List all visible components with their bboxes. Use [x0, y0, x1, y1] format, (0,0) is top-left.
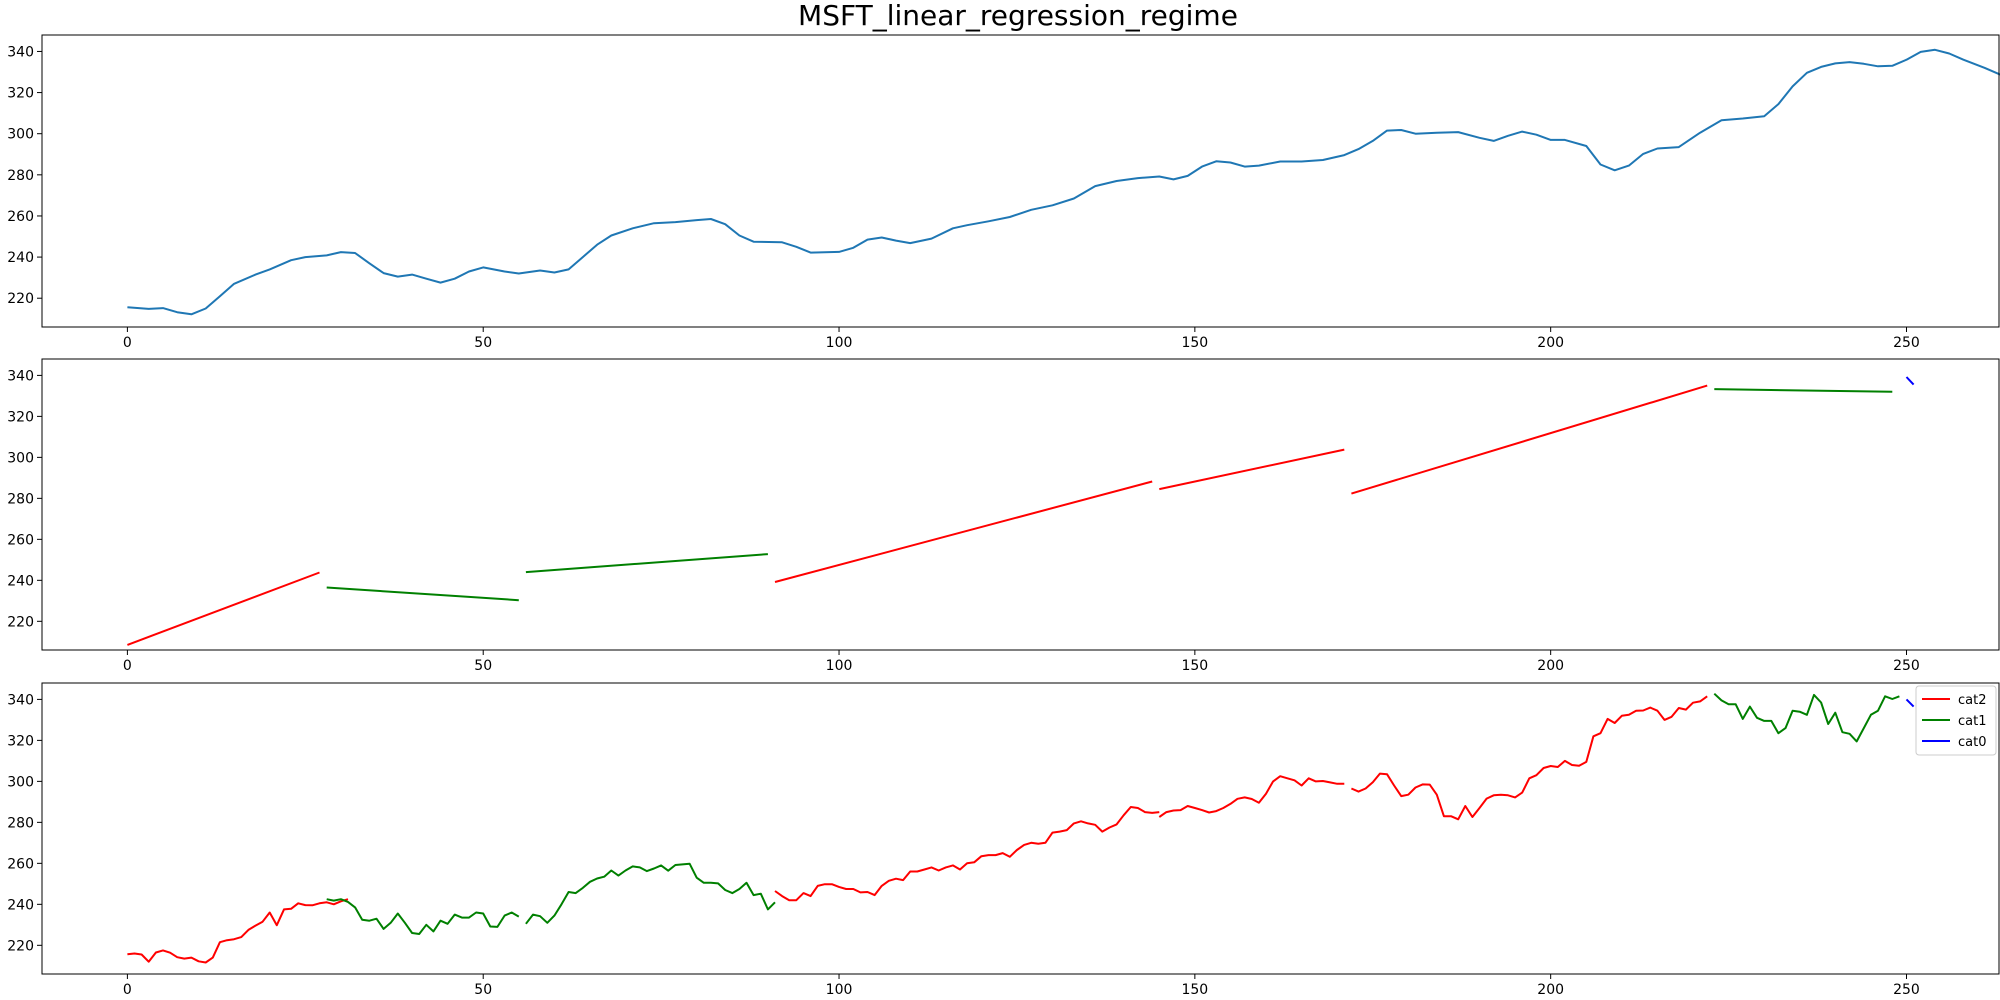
- series-line-1-1: [326, 586, 519, 602]
- x-tick-label: 0: [123, 982, 132, 998]
- y-tick-label: 260: [7, 532, 34, 548]
- y-tick-label: 240: [7, 250, 34, 266]
- y-tick-label: 320: [7, 86, 34, 102]
- axes-frame: [41, 682, 2000, 975]
- series-line-0-0: [127, 48, 2000, 316]
- y-tick-label: 240: [7, 573, 34, 589]
- figure-title: MSFT_linear_regression_regime: [798, 0, 1238, 32]
- y-tick-label: 300: [7, 774, 34, 790]
- series-line-1-5: [1351, 384, 1708, 495]
- regression-segments-panel: 0 50 100 150 200 250 220 240 260 280 300 320 340: [7, 358, 2000, 674]
- legend-label-cat1: cat1: [1958, 714, 1986, 729]
- y-tick-label: 280: [7, 491, 34, 507]
- x-tick-label: 200: [1537, 982, 1564, 998]
- series-line-1-4: [1159, 448, 1345, 491]
- x-tick-label: 100: [826, 658, 853, 674]
- series-line-1-2: [525, 553, 768, 574]
- legend-box: [1915, 685, 1997, 756]
- y-tick-label: 280: [7, 815, 34, 831]
- series-line-2-0: [127, 898, 349, 964]
- series-line-2-3: [774, 806, 1160, 902]
- series-line-2-1: [326, 898, 520, 935]
- series-line-1-7: [1905, 376, 1915, 386]
- y-tick-label: 300: [7, 450, 34, 466]
- y-tick-label: 320: [7, 733, 34, 749]
- x-tick-label: 0: [123, 658, 132, 674]
- y-tick-label: 340: [7, 692, 34, 708]
- y-tick-label: 260: [7, 856, 34, 872]
- x-tick-label: 150: [1181, 335, 1208, 351]
- y-tick-label: 280: [7, 168, 34, 184]
- price-line-panel: 0 50 100 150 200 250 220 240 260 280 300 320 340: [7, 34, 2000, 351]
- y-tick-label: 340: [7, 368, 34, 384]
- y-tick-label: 340: [7, 44, 34, 60]
- legend-label-cat2: cat2: [1958, 693, 1986, 708]
- series-line-1-0: [127, 571, 320, 646]
- x-tick-label: 250: [1893, 982, 1920, 998]
- legend: cat2 cat1 cat0: [1915, 685, 1997, 756]
- series-line-2-2: [525, 862, 776, 925]
- x-tick-label: 150: [1181, 658, 1208, 674]
- y-tick-label: 300: [7, 127, 34, 143]
- x-tick-label: 200: [1537, 335, 1564, 351]
- y-tick-label: 260: [7, 209, 34, 225]
- x-tick-label: 150: [1181, 982, 1208, 998]
- x-tick-label: 250: [1893, 658, 1920, 674]
- axes-frame: [41, 34, 2000, 328]
- regime-price-panel: 0 50 100 150 200 250 220 240 260 280 300 320 340 cat2…: [7, 682, 2000, 998]
- legend-label-cat0: cat0: [1958, 735, 1986, 750]
- series-line-2-4: [1158, 775, 1345, 818]
- series-line-2-5: [1350, 695, 1708, 821]
- x-tick-label: 50: [474, 982, 492, 998]
- x-tick-label: 200: [1537, 658, 1564, 674]
- y-tick-label: 220: [7, 938, 34, 954]
- x-tick-label: 50: [474, 335, 492, 351]
- axes-frame: [41, 358, 2000, 651]
- x-tick-label: 100: [826, 982, 853, 998]
- series-line-1-6: [1714, 388, 1893, 393]
- y-tick-label: 220: [7, 614, 34, 630]
- y-tick-label: 220: [7, 291, 34, 307]
- x-tick-label: 250: [1893, 335, 1920, 351]
- series-line-1-3: [774, 480, 1153, 583]
- y-tick-label: 320: [7, 409, 34, 425]
- series-line-2-7: [1905, 698, 1915, 708]
- x-tick-label: 50: [474, 658, 492, 674]
- x-tick-label: 0: [123, 335, 132, 351]
- x-tick-label: 100: [826, 335, 853, 351]
- series-line-2-6: [1713, 692, 1900, 743]
- y-tick-label: 240: [7, 897, 34, 913]
